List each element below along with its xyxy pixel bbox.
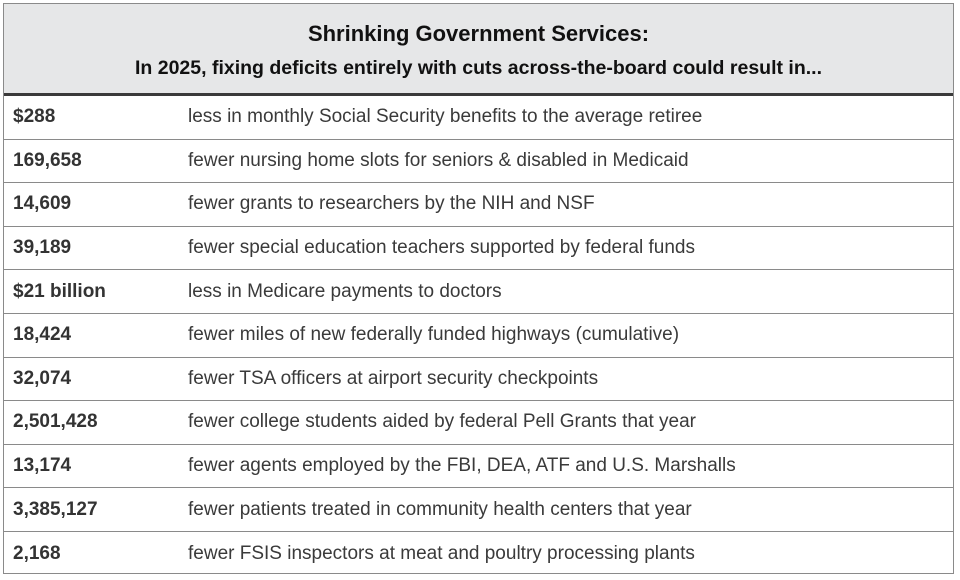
row-value: 14,609: [13, 193, 72, 215]
table-subtitle: In 2025, fixing deficits entirely with c…: [135, 57, 822, 79]
table-row: 32,074 fewer TSA officers at airport secu…: [4, 358, 953, 402]
row-value: 3,385,127: [13, 498, 98, 520]
row-description: fewer nursing home slots for seniors & d…: [188, 149, 689, 171]
table-row: $288 less in monthly Social Security bene…: [4, 96, 953, 140]
row-description: fewer college students aided by federal …: [188, 411, 697, 433]
infographic-table: Shrinking Government Services: In 2025, …: [3, 3, 954, 574]
table-title: Shrinking Government Services:: [307, 21, 650, 46]
table-row: 18,424 fewer miles of new federally funde…: [4, 314, 953, 358]
row-description: fewer agents employed by the FBI, DEA, A…: [188, 455, 736, 477]
row-value: 18,424: [13, 324, 72, 346]
row-description: fewer special education teachers support…: [188, 237, 695, 259]
table-body: $288 less in monthly Social Security bene…: [4, 96, 953, 576]
row-description: less in Medicare payments to doctors: [188, 280, 502, 302]
row-description: fewer grants to researchers by the NIH a…: [188, 193, 595, 215]
row-description: fewer miles of new federally funded high…: [188, 324, 680, 346]
table-row: 3,385,127 fewer patients treated in commu…: [4, 488, 953, 532]
row-value: 2,168: [13, 542, 61, 564]
row-description: less in monthly Social Security benefits…: [188, 106, 703, 128]
row-description: fewer patients treated in community heal…: [188, 498, 692, 520]
row-value: $21 billion: [13, 280, 106, 302]
table-row: 13,174 fewer agents employed by the FBI, …: [4, 445, 953, 489]
table-row: $21 billion less in Medicare payments to …: [4, 270, 953, 314]
row-value: 13,174: [13, 455, 72, 477]
table-row: 39,189 fewer special education teachers s…: [4, 227, 953, 271]
row-value: 32,074: [13, 367, 72, 389]
table-row: 169,658 fewer nursing home slots for seni…: [4, 140, 953, 184]
row-value: 39,189: [13, 237, 72, 259]
row-value: $288: [13, 106, 56, 128]
row-value: 2,501,428: [13, 411, 98, 433]
table-row: 2,501,428 fewer college students aided by…: [4, 401, 953, 445]
row-description: fewer FSIS inspectors at meat and poultr…: [188, 542, 695, 564]
row-value: 169,658: [13, 149, 82, 171]
table-header: Shrinking Government Services: In 2025, …: [4, 4, 953, 96]
table-row: 14,609 fewer grants to researchers by the…: [4, 183, 953, 227]
table-row: 2,168 fewer FSIS inspectors at meat and p…: [4, 532, 953, 576]
row-description: fewer TSA officers at airport security c…: [188, 367, 599, 389]
